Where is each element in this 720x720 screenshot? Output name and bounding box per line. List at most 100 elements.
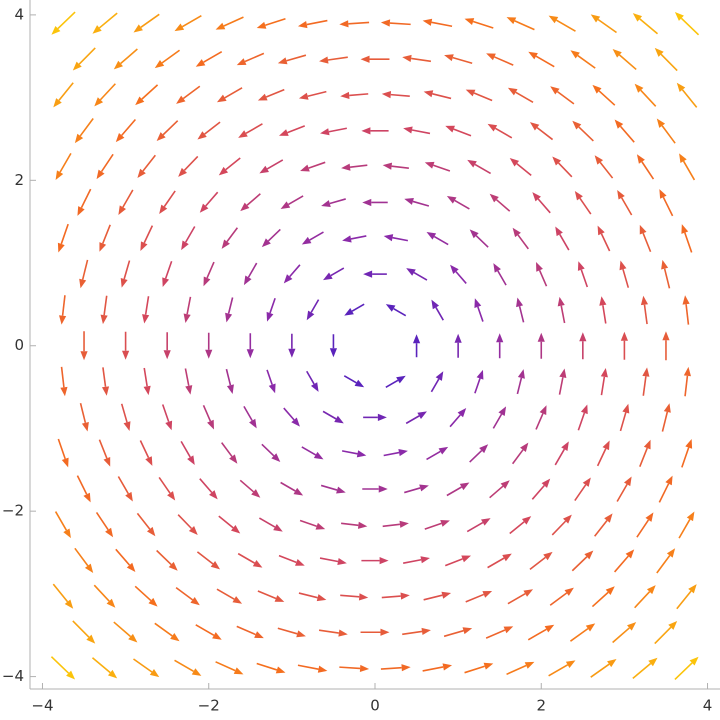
- arrow-shaft: [140, 13, 160, 28]
- arrow: [115, 548, 136, 572]
- arrow-shaft: [383, 451, 400, 457]
- arrow-head: [500, 480, 510, 489]
- arrow-head: [676, 82, 686, 92]
- arrow-shaft: [99, 83, 116, 101]
- arrow: [140, 225, 154, 251]
- arrow: [101, 367, 110, 396]
- arrow-shaft: [681, 447, 690, 468]
- arrow: [297, 664, 328, 673]
- arrow-head: [462, 627, 473, 635]
- arrow: [406, 268, 428, 281]
- arrow: [176, 85, 201, 104]
- arrow: [528, 51, 555, 68]
- arrow-shaft: [538, 269, 548, 287]
- arrow: [156, 120, 179, 141]
- arrow: [363, 413, 387, 421]
- arrow-head: [140, 241, 148, 251]
- arrow-shaft: [472, 20, 494, 29]
- arrow-head: [240, 202, 250, 212]
- arrow-shaft: [287, 125, 306, 134]
- arrow-head: [101, 386, 110, 396]
- arrow-shaft: [349, 93, 369, 97]
- arrow-head: [424, 161, 435, 169]
- arrow-shaft: [485, 629, 506, 639]
- arrow: [424, 520, 450, 530]
- arrow: [676, 82, 698, 108]
- arrow: [163, 332, 171, 360]
- arrow-head: [344, 308, 354, 316]
- arrow-head: [188, 526, 198, 535]
- arrow-head: [646, 585, 656, 595]
- arrow-shaft: [280, 481, 296, 492]
- arrow-shaft: [204, 121, 221, 135]
- arrow-head: [133, 24, 143, 33]
- arrow: [590, 658, 617, 678]
- arrow-head: [79, 278, 87, 289]
- arrow-head: [627, 622, 637, 631]
- arrow-head: [215, 22, 226, 30]
- arrow-shaft: [258, 517, 276, 528]
- arrow-shaft: [574, 484, 587, 501]
- arrow: [199, 478, 218, 500]
- arrow-shaft: [117, 476, 130, 495]
- arrow-head: [84, 563, 94, 573]
- arrow-shaft: [120, 48, 138, 65]
- arrow: [656, 548, 676, 574]
- x-tick-label: 2: [536, 697, 546, 715]
- arrow-shaft: [123, 260, 131, 280]
- arrow-shaft: [516, 377, 523, 395]
- arrow: [361, 127, 389, 135]
- arrow-shaft: [180, 441, 191, 458]
- arrow-shaft: [58, 82, 74, 101]
- arrow-head: [146, 526, 156, 537]
- arrow: [161, 404, 173, 431]
- arrow-shaft: [473, 92, 493, 102]
- arrow-head: [636, 154, 645, 164]
- arrow-head: [509, 158, 520, 167]
- arrow-head: [218, 166, 229, 176]
- arrow: [454, 333, 462, 358]
- arrow-head: [487, 123, 498, 132]
- arrow-head: [259, 165, 269, 174]
- arrow-head: [100, 314, 108, 325]
- arrow-shaft: [120, 403, 128, 423]
- arrow-shaft: [339, 666, 361, 670]
- arrow-head: [170, 633, 180, 642]
- arrow-head: [607, 658, 617, 668]
- arrow-head: [295, 558, 305, 566]
- arrow-head: [315, 522, 326, 530]
- arrow: [661, 403, 671, 432]
- arrow-shaft: [61, 295, 66, 316]
- arrow-head: [584, 550, 594, 560]
- arrow-shaft: [239, 479, 255, 493]
- arrow: [133, 13, 160, 33]
- arrow-head: [230, 525, 241, 534]
- arrow: [55, 152, 72, 180]
- arrow-head: [283, 274, 293, 284]
- arrow-shaft: [59, 152, 72, 173]
- arrow: [225, 368, 234, 394]
- arrow-shaft: [81, 259, 89, 280]
- arrow-head: [297, 21, 308, 29]
- arrow-head: [83, 492, 91, 503]
- arrow-head: [612, 49, 622, 58]
- arrow-head: [625, 549, 635, 559]
- arrow: [599, 296, 607, 324]
- arrow-shaft: [298, 592, 318, 599]
- arrow-head: [361, 127, 371, 135]
- arrow: [363, 270, 387, 278]
- arrow: [446, 482, 470, 497]
- arrow-head: [619, 260, 627, 271]
- arrow-head: [479, 444, 489, 454]
- arrow: [383, 449, 408, 457]
- arrow-head: [334, 415, 344, 424]
- arrow-shaft: [202, 404, 212, 422]
- arrow: [343, 375, 365, 388]
- arrow: [319, 557, 347, 566]
- arrow: [288, 333, 296, 358]
- arrow: [361, 557, 389, 565]
- arrow: [174, 14, 202, 32]
- arrow: [277, 627, 306, 638]
- arrow: [142, 296, 150, 324]
